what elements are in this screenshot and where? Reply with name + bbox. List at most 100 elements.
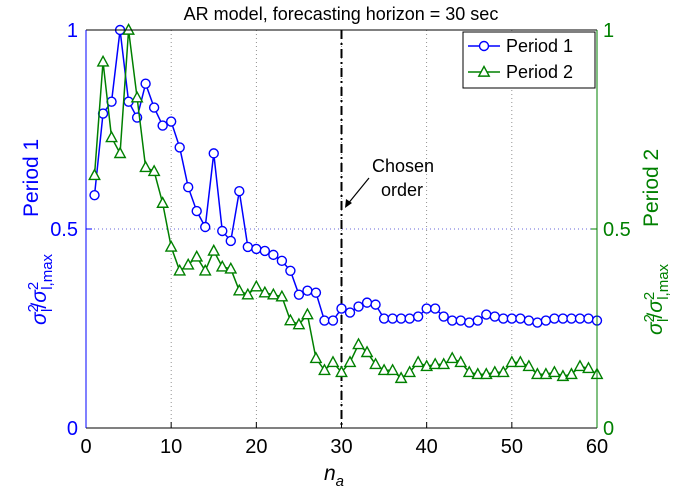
data-point: [548, 365, 561, 378]
data-point: [395, 313, 407, 324]
data-point: [140, 78, 151, 89]
data-point: [122, 23, 135, 35]
data-point: [336, 303, 347, 314]
data-point: [394, 371, 408, 384]
annotation-line-1: Chosen: [372, 156, 434, 176]
data-point: [471, 367, 485, 380]
data-point: [479, 367, 493, 380]
right-ylabel-series: Period 2: [640, 149, 663, 227]
left-ylabel-series: Period 1: [20, 139, 43, 217]
data-point: [360, 345, 374, 358]
x-axis-label: na: [324, 462, 344, 490]
data-point: [438, 311, 449, 322]
left-y-tick-label: 1: [67, 20, 78, 42]
data-point: [447, 315, 458, 326]
right-y-axis-label: σ2l/σ2l,max Period 2: [640, 149, 672, 335]
data-point: [251, 243, 262, 255]
data-point: [540, 315, 552, 326]
data-point: [437, 357, 451, 370]
right-ylabel-subnum: l: [655, 319, 672, 322]
data-point: [215, 259, 229, 272]
data-point: [513, 355, 527, 368]
data-point: [105, 130, 118, 143]
data-point: [147, 164, 161, 177]
data-point: [411, 355, 425, 368]
x-axis-label-main: n: [324, 462, 336, 485]
data-point: [200, 221, 211, 233]
annotation-line-2: order: [381, 180, 423, 200]
data-point: [523, 315, 535, 326]
chart-title: AR model, forecasting horizon = 30 sec: [184, 4, 499, 24]
left-ylabel-sup-2: 2: [25, 282, 42, 290]
svg-text:σ2l/σ2l,max: σ2l/σ2l,max: [641, 263, 672, 335]
data-point: [481, 309, 492, 320]
data-point: [224, 261, 238, 274]
right-ylabel-slash: /: [644, 313, 667, 319]
x-axis-label-sub: a: [336, 473, 344, 490]
data-point: [505, 355, 519, 368]
data-point: [190, 249, 204, 262]
data-point: [515, 313, 526, 324]
data-point: [268, 249, 279, 261]
x-tick-label: 10: [160, 436, 182, 458]
data-point: [293, 289, 305, 300]
data-point: [301, 307, 314, 320]
data-point: [182, 182, 194, 193]
legend-label: Period 2: [506, 62, 573, 82]
data-point: [574, 313, 586, 324]
series-2: [88, 23, 604, 384]
data-point: [232, 283, 246, 296]
annotation: Chosen order: [345, 156, 434, 208]
data-point: [582, 361, 595, 374]
left-y-tick-label: 0.5: [50, 219, 78, 241]
left-y-axis-label: σ2l/σ2l,max Period 1: [20, 139, 56, 325]
data-point: [428, 357, 442, 370]
data-point: [421, 303, 432, 314]
data-point: [96, 54, 110, 67]
data-point: [259, 245, 271, 257]
data-point: [88, 168, 101, 181]
data-point: [174, 142, 185, 153]
data-point: [113, 146, 127, 159]
data-point: [369, 357, 382, 370]
data-point: [488, 365, 502, 378]
data-point: [556, 369, 570, 382]
data-point: [387, 313, 398, 324]
data-point: [496, 365, 510, 378]
data-point: [530, 367, 544, 380]
left-y-tick-label: 0: [67, 418, 78, 440]
right-ylabel-subden: l,max: [655, 263, 672, 299]
data-point: [266, 287, 280, 300]
left-ylabel-sup: 2: [25, 304, 42, 312]
right-ylabel-sigma-2: σ: [644, 299, 667, 313]
legend-label: Period 1: [506, 36, 573, 56]
data-point: [285, 265, 296, 276]
data-point: [89, 189, 100, 201]
data-point: [173, 263, 187, 276]
data-point: [352, 337, 365, 350]
data-point: [549, 313, 560, 324]
svg-text:σ2l/σ2l,max: σ2l/σ2l,max: [25, 253, 56, 325]
annotation-arrowhead: [345, 199, 352, 208]
data-point: [326, 355, 340, 368]
data-point: [198, 263, 212, 276]
data-point: [130, 90, 144, 103]
data-point: [302, 285, 313, 296]
data-point: [429, 303, 441, 314]
data-point: [249, 279, 263, 292]
data-point: [378, 313, 390, 324]
data-point: [472, 315, 483, 326]
data-point: [234, 185, 245, 197]
data-point: [241, 287, 255, 300]
data-point: [242, 241, 254, 253]
data-point: [344, 307, 356, 318]
data-point: [353, 301, 364, 312]
data-point: [258, 285, 272, 298]
annotation-arrow-shaft: [346, 177, 370, 206]
data-point: [157, 120, 168, 131]
right-ylabel-sup-2: 2: [641, 292, 658, 300]
data-point: [139, 160, 153, 173]
data-point: [489, 311, 500, 322]
